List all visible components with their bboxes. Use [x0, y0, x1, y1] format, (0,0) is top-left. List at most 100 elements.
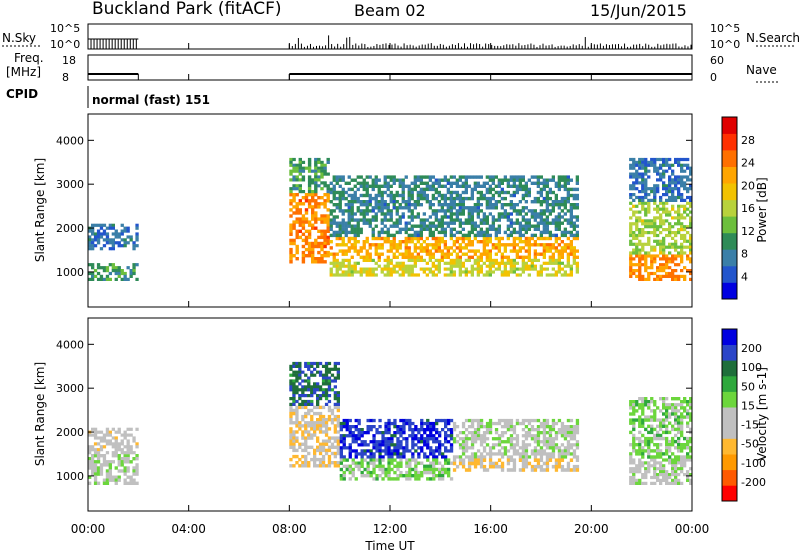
heatmap-cell-2-2	[491, 215, 495, 219]
heatmap-cell-2-0	[411, 434, 415, 438]
heatmap-cell-1-1	[317, 178, 321, 182]
heatmap-cell-0-0	[93, 475, 98, 479]
heatmap-cell-2-0	[488, 240, 492, 244]
heatmap-cell-1-1	[320, 187, 324, 191]
heatmap-cell-1-1	[327, 385, 332, 389]
heatmap-cell-3-0	[554, 421, 559, 426]
heatmap-cell-4-0	[632, 475, 636, 480]
heatmap-cell-2-2	[404, 206, 408, 210]
heatmap-cell-2-2	[545, 200, 549, 204]
heatmap-cell-0-0	[105, 472, 110, 476]
heatmap-cell-2-2	[329, 209, 333, 213]
heatmap-cell-2-0	[339, 434, 343, 438]
heatmap-cell-2-0	[429, 425, 433, 429]
heatmap-cell-3-1	[662, 228, 666, 232]
heatmap-cell-3-1	[554, 468, 559, 472]
heatmap-cell-3-0	[530, 418, 535, 423]
heatmap-cell-2-0	[413, 243, 417, 247]
heatmap-cell-4-0	[650, 464, 654, 468]
heatmap-cell-2-2	[365, 184, 369, 188]
heatmap-cell-4-1	[641, 433, 645, 438]
heatmap-cell-2-0	[434, 249, 438, 253]
heatmap-cell-2-0	[479, 240, 483, 244]
heatmap-cell-0-1	[132, 247, 136, 251]
heatmap-cell-2-0	[378, 440, 382, 444]
heatmap-cell-1-0	[330, 445, 335, 449]
heatmap-cell-2-0	[393, 446, 397, 450]
heatmap-cell-2-1	[458, 264, 462, 268]
heatmap-cell-2-0	[447, 449, 451, 453]
heatmap-cell-2-2	[533, 209, 537, 213]
heatmap-cell-2-0	[380, 252, 384, 256]
heatmap-cell-0-0	[114, 481, 118, 485]
heatmap-cell-3-0	[476, 425, 481, 429]
heatmap-cell-1-1	[336, 391, 340, 395]
heatmap-cell-2-1	[374, 273, 378, 277]
heatmap-cell-3-0	[470, 452, 475, 456]
heatmap-cell-2-2	[395, 190, 399, 195]
freq-label: Freq.	[14, 51, 44, 65]
heatmap-cell-4-1	[641, 397, 645, 401]
heatmap-cell-4-1	[674, 412, 678, 416]
power-colorbar-label: Power [dB]	[755, 177, 769, 242]
heatmap-cell-0-1	[88, 433, 92, 437]
heatmap-cell-2-0	[362, 246, 366, 250]
heatmap-cell-2-2	[506, 227, 510, 231]
heatmap-cell-2-2	[482, 181, 486, 185]
heatmap-cell-4-0	[641, 475, 645, 480]
heatmap-cell-1-0	[333, 464, 337, 468]
heatmap-cell-1-1	[327, 379, 332, 383]
heatmap-cell-2-1	[392, 264, 396, 268]
heatmap-cell-1-0	[307, 193, 312, 197]
heatmap-cell-1-0	[295, 454, 299, 459]
heatmap-cell-3-0	[506, 437, 511, 441]
heatmap-cell-3-0	[659, 263, 663, 267]
heatmap-cell-1-1	[298, 169, 302, 173]
heatmap-cell-2-1	[437, 258, 441, 262]
heatmap-cell-4-1	[656, 449, 660, 453]
heatmap-cell-2-0	[521, 246, 525, 250]
heatmap-cell-1-0	[310, 408, 314, 413]
heatmap-cell-2-2	[395, 178, 399, 182]
heatmap-cell-2-2	[449, 193, 453, 198]
heatmap-cell-2-0	[411, 431, 415, 435]
heatmap-cell-3-0	[557, 455, 562, 459]
heatmap-cell-3-0	[524, 418, 529, 423]
heatmap-cell-2-1	[332, 273, 336, 277]
heatmap-cell-1-0	[318, 451, 323, 456]
heatmap-cell-2-2	[533, 224, 537, 228]
heatmap-cell-3-1	[665, 213, 669, 217]
heatmap-cell-3-0	[512, 443, 517, 447]
heatmap-cell-1-0	[307, 223, 312, 227]
heatmap-cell-2-1	[356, 270, 360, 274]
heatmap-cell-3-0	[482, 434, 487, 438]
heatmap-cell-2-1	[533, 258, 537, 262]
heatmap-cell-3-0	[653, 254, 657, 258]
heatmap-cell-4-1	[665, 424, 669, 428]
heatmap-cell-4-1	[686, 439, 690, 444]
heatmap-cell-2-2	[407, 233, 411, 238]
heatmap-cell-2-2	[554, 227, 558, 231]
heatmap-cell-2-0	[411, 421, 415, 426]
heatmap-cell-3-0	[482, 437, 487, 441]
heatmap-cell-2-2	[419, 175, 423, 179]
heatmap-cell-3-0	[515, 434, 520, 438]
heatmap-cell-3-1	[632, 213, 636, 217]
heatmap-cell-2-0	[377, 255, 381, 259]
heatmap-cell-2-2	[347, 193, 351, 198]
heatmap-cell-4-1	[668, 403, 672, 407]
heatmap-cell-3-0	[497, 418, 502, 423]
heatmap-cell-2-2	[473, 224, 477, 228]
heatmap-cell-4-1	[665, 397, 669, 401]
heatmap-cell-1-1	[333, 379, 337, 383]
heatmap-cell-2-2	[377, 193, 381, 198]
heatmap-cell-0-0	[99, 466, 104, 470]
heatmap-cell-2-0	[417, 428, 421, 432]
heatmap-cell-2-0	[425, 246, 429, 250]
heatmap-cell-2-0	[372, 418, 376, 423]
heatmap-cell-2-0	[353, 249, 357, 253]
heatmap-cell-1-1	[289, 157, 293, 162]
heatmap-cell-2-0	[392, 240, 396, 244]
heatmap-cell-0-1	[91, 448, 95, 452]
heatmap-cell-3-0	[575, 455, 580, 459]
